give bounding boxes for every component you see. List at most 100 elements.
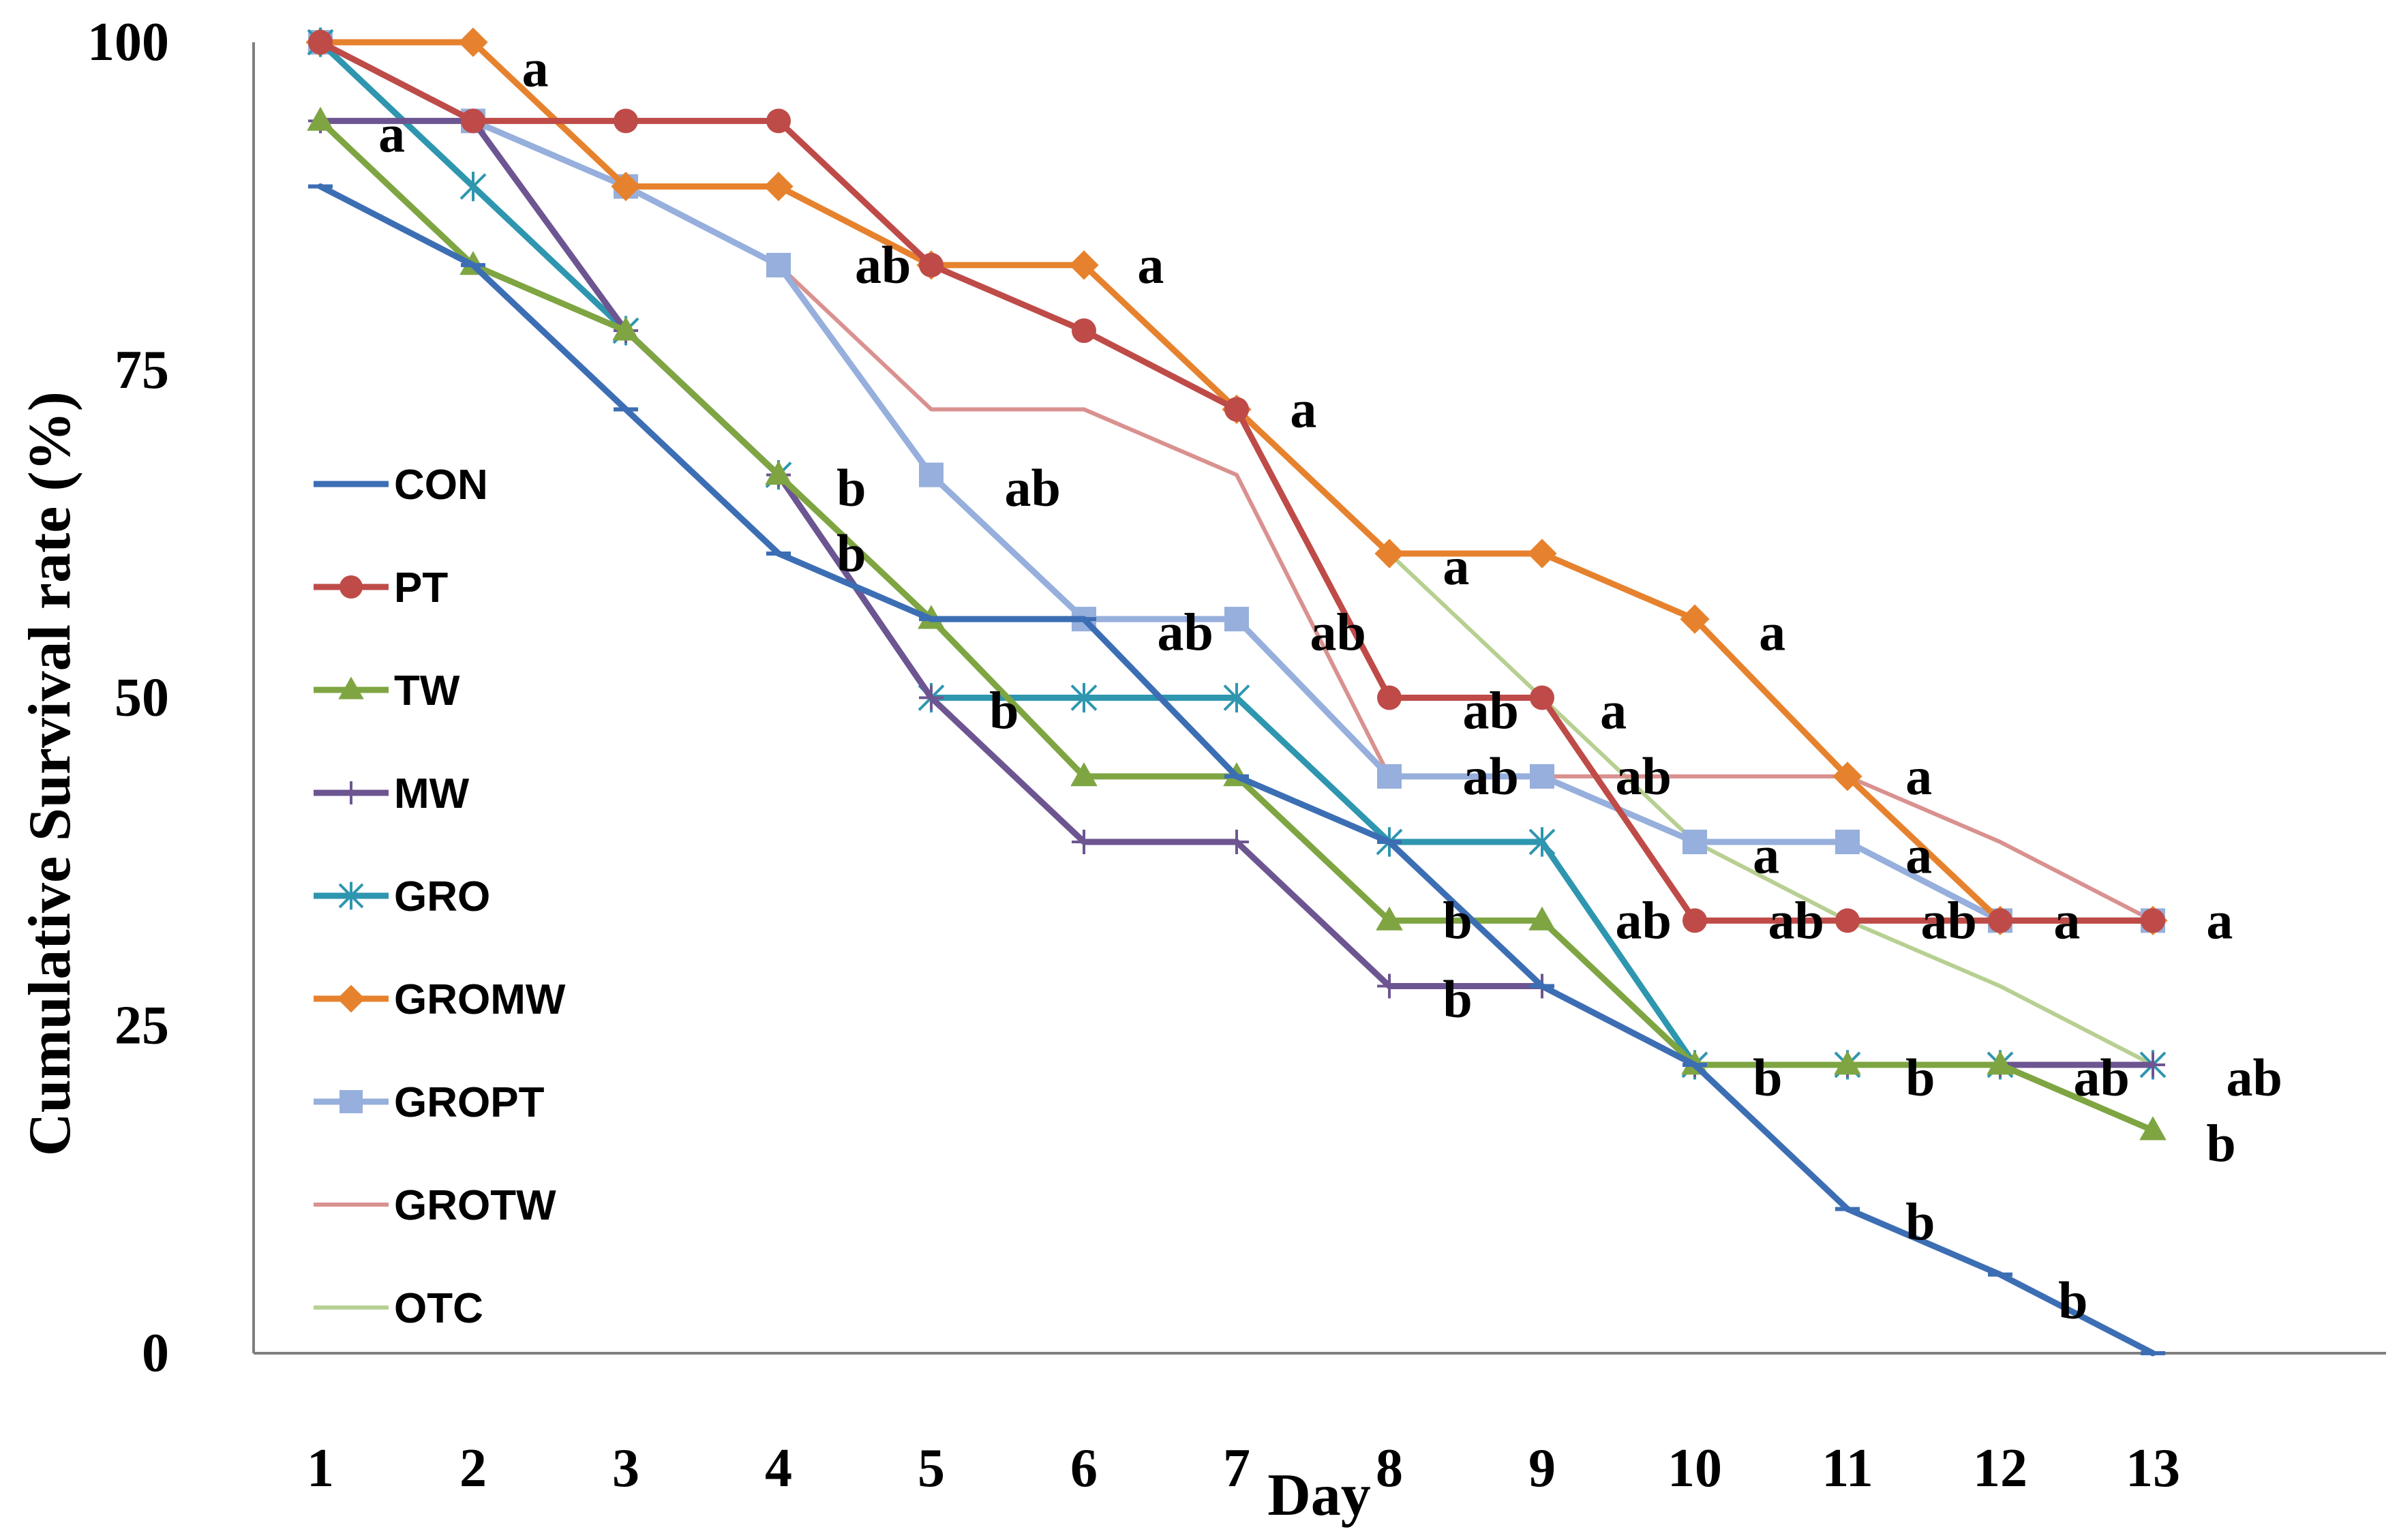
data-point: [1835, 830, 1860, 855]
data-point: [461, 108, 485, 134]
significance-label: a: [1759, 602, 1785, 661]
series-gropt: [308, 30, 2165, 933]
significance-label: b: [836, 458, 866, 517]
data-point: [1528, 827, 1556, 857]
data-point: [459, 171, 487, 202]
data-point: [1224, 397, 1249, 422]
data-point: [1072, 318, 1096, 344]
legend-entry-gropt: GROPT: [314, 1079, 545, 1126]
legend-entry-con: CON: [314, 462, 488, 509]
data-point: [338, 676, 364, 699]
data-point: [1683, 908, 1707, 933]
series-line: [318, 40, 2155, 1067]
significance-label: ab: [1616, 890, 1672, 950]
x-tick-label: 13: [2126, 1438, 2180, 1498]
significance-label: a: [1600, 681, 1627, 740]
y-tick-labels: 0 25 50 75 100: [87, 12, 169, 1383]
data-point: [1987, 1051, 2014, 1075]
significance-label: ab: [1463, 746, 1519, 806]
data-point: [1834, 1051, 1861, 1075]
data-point: [1988, 908, 2012, 933]
data-point: [1070, 682, 1098, 713]
data-point: [1530, 764, 1554, 789]
legend-label: OTC: [394, 1285, 483, 1332]
significance-label: a: [1443, 537, 1469, 596]
significance-label: b: [1443, 890, 1472, 950]
significance-label: ab: [1768, 890, 1824, 950]
significance-label: ab: [2074, 1048, 2130, 1107]
data-point: [1374, 539, 1404, 569]
significance-label: a: [1905, 825, 1932, 884]
data-point: [1069, 250, 1099, 280]
data-point: [614, 108, 638, 134]
legend-entry-tw: TW: [314, 667, 460, 714]
significance-label: ab: [1310, 602, 1366, 661]
x-tick-label: 11: [1822, 1438, 1873, 1498]
significance-label: b: [2206, 1113, 2235, 1173]
significance-label: a: [522, 38, 549, 97]
legend-label: GROTW: [394, 1182, 556, 1229]
data-point: [340, 781, 363, 804]
legend-label: CON: [394, 462, 488, 509]
legend-label: GROPT: [394, 1079, 545, 1126]
data-point: [611, 171, 641, 202]
x-tick-label: 5: [918, 1438, 945, 1498]
data-point: [766, 108, 791, 134]
x-tick-label: 7: [1223, 1438, 1250, 1498]
significance-label: a: [2206, 890, 2233, 950]
legend-entry-mw: MW: [314, 770, 470, 817]
data-point: [765, 460, 792, 485]
series-line: [317, 39, 2156, 1068]
legend-entry-pt: PT: [314, 564, 448, 612]
x-tick-label: 1: [307, 1438, 334, 1498]
data-point: [1528, 906, 1556, 931]
significance-label: a: [1753, 825, 1779, 884]
significance-label: a: [378, 104, 405, 164]
data-point: [1070, 762, 1098, 787]
legend-label: PT: [394, 564, 448, 612]
significance-label: ab: [1005, 458, 1061, 517]
data-point: [1377, 764, 1402, 789]
legend-entry-grotw: GROTW: [314, 1182, 556, 1229]
data-point: [2141, 908, 2165, 933]
data-point: [1224, 830, 1249, 855]
legend-label: GROMW: [394, 976, 566, 1023]
data-point: [1832, 761, 1862, 791]
legend-entry-gromw: GROMW: [314, 976, 566, 1023]
y-tick-label: 75: [115, 340, 169, 400]
data-point: [1377, 973, 1402, 999]
legend-entry-gro: GRO: [314, 873, 490, 920]
data-point: [337, 984, 365, 1013]
series-pt: [308, 30, 2165, 933]
x-tick-label: 4: [765, 1438, 792, 1498]
series-gromw: [305, 27, 2168, 936]
data-point: [919, 462, 944, 487]
y-tick-label: 50: [115, 668, 169, 728]
data-point: [764, 171, 794, 202]
significance-label: b: [989, 681, 1019, 740]
significance-label: ab: [1463, 681, 1519, 740]
y-axis-title: Cumulative Survival rate (%): [17, 391, 83, 1156]
significance-label: ab: [1158, 602, 1213, 661]
x-tick-label: 12: [1973, 1438, 2027, 1498]
x-tick-label: 2: [459, 1438, 487, 1498]
series-mw: [308, 108, 2165, 1077]
significance-label: b: [1443, 969, 1472, 1029]
y-tick-label: 0: [142, 1323, 169, 1383]
x-tick-labels: 1 2 3 4 5 6 7 8 9 10 11 12 13: [307, 1438, 2180, 1498]
legend-label: MW: [394, 770, 470, 817]
significance-label: a: [2053, 890, 2080, 950]
data-point: [1530, 685, 1554, 710]
x-tick-label: 9: [1528, 1438, 1556, 1498]
significance-label: a: [1905, 746, 1932, 806]
significance-label: a: [1137, 235, 1164, 295]
significance-label: b: [2058, 1271, 2087, 1330]
data-point: [1835, 908, 1860, 933]
significance-label: ab: [855, 235, 911, 295]
significance-label: a: [1290, 379, 1316, 438]
series-lines: [305, 27, 2168, 1357]
data-point: [2141, 1052, 2165, 1077]
data-point: [766, 252, 791, 277]
series-otc: [318, 40, 2155, 1067]
